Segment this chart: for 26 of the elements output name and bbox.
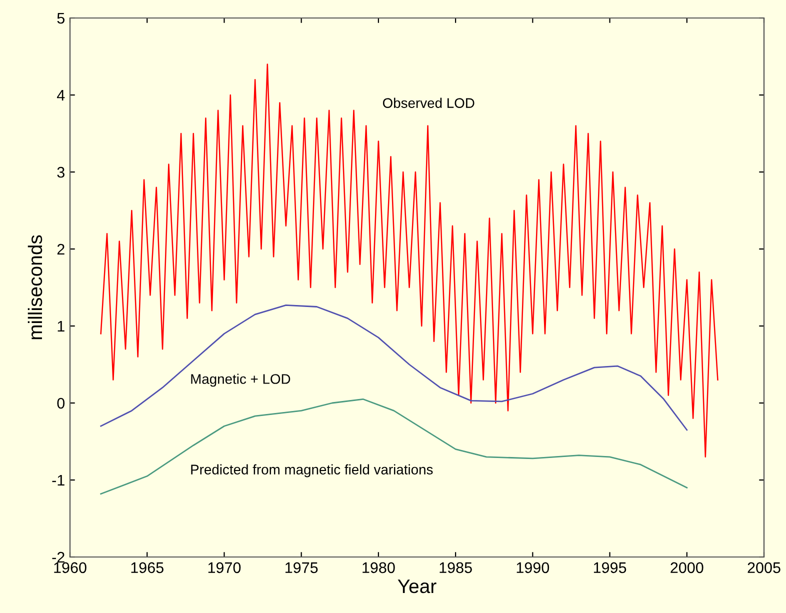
y-tick-label: 3 bbox=[57, 166, 64, 178]
y-tick-label: 4 bbox=[56, 90, 65, 101]
x-tick-label: 1985 bbox=[440, 562, 472, 574]
series-label: Observed LOD bbox=[382, 98, 474, 108]
y-axis-title: milliseconds bbox=[28, 235, 42, 340]
y-tick-label: 0 bbox=[57, 398, 65, 409]
x-axis-title: Year bbox=[398, 580, 436, 594]
x-tick-label: 1970 bbox=[208, 562, 241, 574]
y-tick-label: 1 bbox=[58, 321, 64, 332]
series-label: Predicted from magnetic field variations bbox=[191, 464, 433, 478]
x-tick-label: 2000 bbox=[670, 562, 704, 574]
y-tick-label: -1 bbox=[52, 475, 64, 486]
y-tick-label: 5 bbox=[57, 13, 64, 24]
x-tick-label: 1960 bbox=[54, 562, 86, 574]
line-series bbox=[100, 64, 718, 458]
series-label: Magnetic + LOD bbox=[191, 374, 290, 387]
y-tick-label: 2 bbox=[57, 244, 64, 255]
line-series bbox=[100, 398, 688, 495]
x-tick-label: 1975 bbox=[286, 562, 318, 574]
x-tick-label: 1990 bbox=[516, 562, 550, 574]
x-tick-label: 1995 bbox=[594, 562, 626, 574]
x-tick-label: 1965 bbox=[131, 562, 164, 574]
x-tick-label: 1980 bbox=[362, 562, 395, 574]
line-series bbox=[100, 304, 688, 431]
x-tick-label: 2005 bbox=[748, 562, 780, 574]
y-tick-label: -2 bbox=[52, 552, 64, 563]
